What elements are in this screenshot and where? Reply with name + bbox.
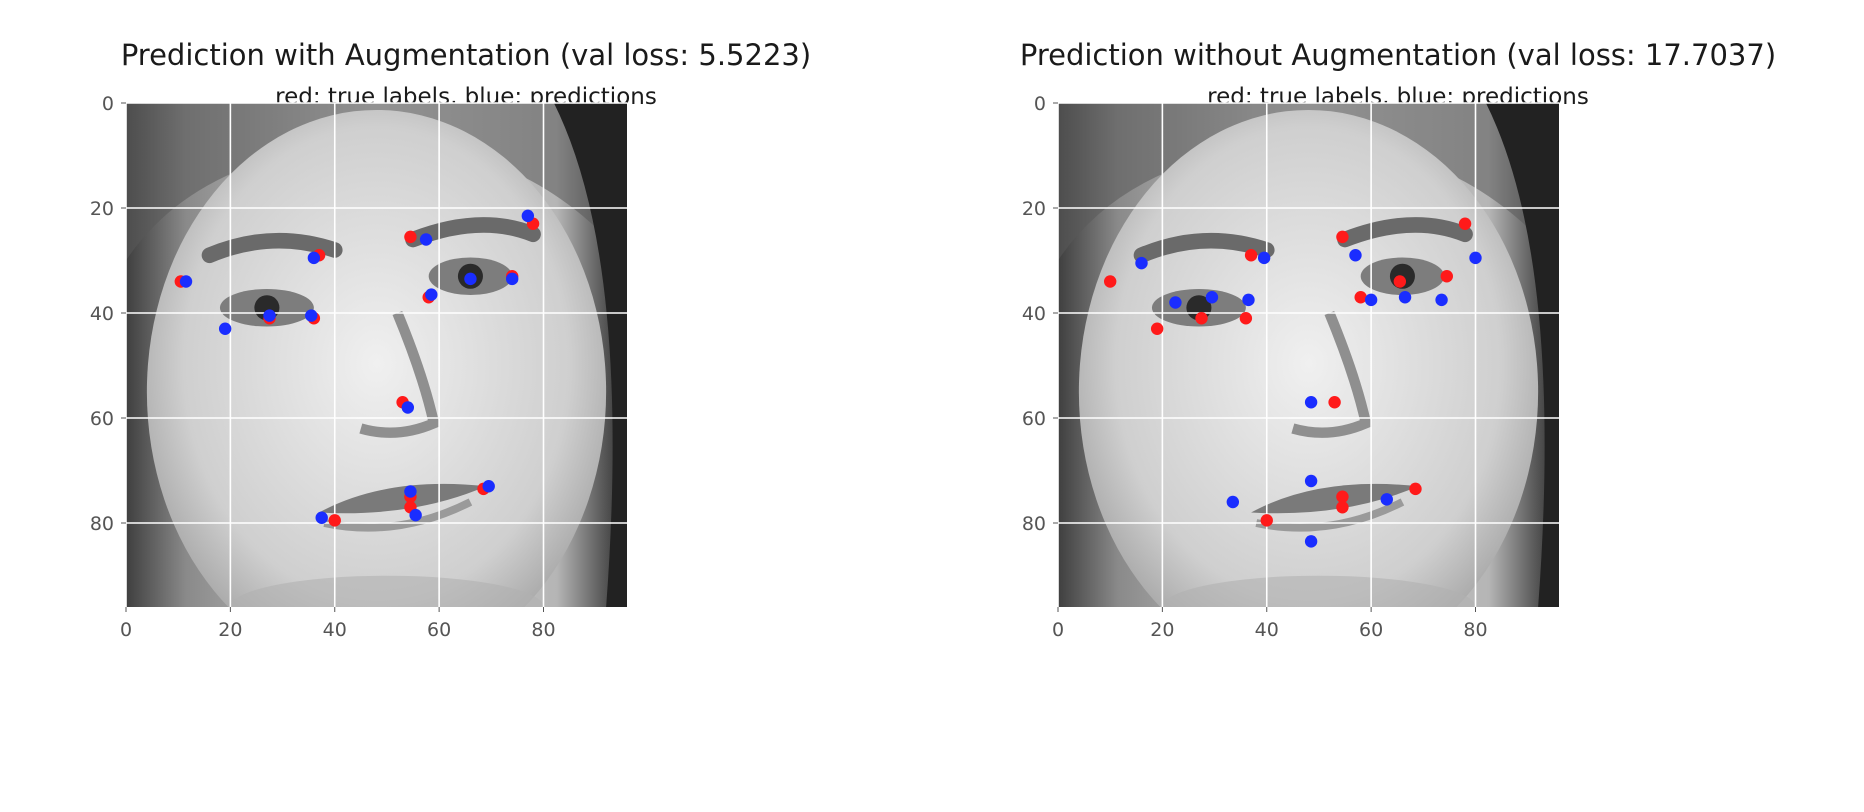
true-label-point	[1260, 514, 1273, 527]
y-tick-label: 0	[102, 93, 114, 115]
prediction-point	[263, 309, 276, 322]
series-true-labels	[1103, 217, 1472, 527]
prediction-point	[404, 485, 417, 498]
y-tick-label: 40	[90, 303, 114, 325]
x-tick-label: 20	[1150, 619, 1174, 641]
face-image	[126, 103, 627, 607]
prediction-point	[1304, 396, 1318, 409]
chart-title: Prediction without Augmentation (val los…	[1019, 38, 1777, 72]
true-label-point	[1393, 275, 1407, 288]
prediction-point	[1226, 495, 1240, 509]
x-tick-label: 80	[1463, 619, 1487, 641]
prediction-point	[315, 511, 328, 524]
prediction-point	[1205, 291, 1219, 304]
grid-lines	[1057, 102, 1559, 607]
face-image	[1058, 103, 1559, 607]
y-tick-label: 80	[1022, 513, 1046, 535]
true-label-point	[1336, 501, 1349, 514]
true-label-point	[1354, 291, 1367, 304]
y-tick-label: 0	[1034, 93, 1046, 115]
x-tick-label: 80	[531, 619, 555, 641]
true-label-point	[1244, 249, 1258, 262]
true-label-point	[1336, 230, 1349, 244]
prediction-point	[1304, 535, 1318, 548]
prediction-point	[425, 288, 438, 301]
true-label-point	[404, 230, 417, 244]
true-label-point	[1440, 270, 1453, 283]
x-tick-label: 40	[1255, 619, 1279, 641]
prediction-point	[1435, 293, 1448, 307]
y-tick-label: 60	[90, 408, 114, 430]
prediction-point	[179, 275, 193, 288]
scatter-plot-augmented: 0 20 40 60 80 0 20 40 60 80	[90, 93, 627, 641]
prediction-point	[1469, 251, 1482, 265]
prediction-point	[482, 480, 495, 493]
chart-panel-no-augmentation: Prediction without Augmentation (val los…	[932, 0, 1864, 812]
y-tick-label: 20	[90, 198, 114, 220]
x-tick-label: 0	[120, 619, 132, 641]
true-label-point	[328, 514, 341, 527]
prediction-point	[1304, 474, 1318, 488]
y-tick-label: 80	[90, 513, 114, 535]
series-predictions	[1135, 249, 1482, 548]
prediction-point	[464, 272, 477, 286]
x-tick-label: 60	[1359, 619, 1383, 641]
chart-panel-augmented: Prediction with Augmentation (val loss: …	[90, 38, 812, 641]
true-label-point	[1239, 312, 1253, 325]
prediction-point	[1349, 249, 1362, 262]
true-label-point	[1103, 275, 1117, 288]
true-label-point	[1336, 490, 1349, 503]
prediction-point	[409, 508, 422, 522]
chart-title: Prediction with Augmentation (val loss: …	[120, 38, 812, 72]
prediction-point	[1135, 256, 1148, 270]
x-tick-label: 0	[1052, 619, 1064, 641]
y-tick-label: 20	[1022, 198, 1046, 220]
prediction-point	[218, 322, 232, 335]
y-tick-label: 60	[1022, 408, 1046, 430]
true-label-point	[1328, 396, 1341, 409]
prediction-point	[1380, 493, 1393, 506]
true-label-point	[1195, 312, 1208, 325]
prediction-point	[419, 233, 433, 246]
prediction-point	[1257, 251, 1271, 265]
series-predictions	[179, 209, 535, 524]
true-label-point	[1150, 322, 1164, 335]
prediction-point	[307, 251, 321, 265]
axes: 0 20 40 60 80 0 20 40 60 80	[1022, 93, 1488, 641]
prediction-point	[1398, 291, 1412, 304]
x-tick-label: 40	[323, 619, 347, 641]
prediction-point	[1242, 293, 1255, 307]
y-tick-label: 40	[1022, 303, 1046, 325]
prediction-point	[305, 309, 318, 322]
x-tick-label: 60	[427, 619, 451, 641]
prediction-point	[521, 209, 535, 223]
prediction-point	[1364, 293, 1378, 307]
true-label-point	[1458, 217, 1472, 230]
prediction-point	[401, 401, 415, 414]
x-tick-label: 20	[218, 619, 242, 641]
scatter-plot-no-augmentation: 0 20 40 60 80 0 20 40 60 80	[1022, 93, 1559, 641]
prediction-point	[1169, 296, 1182, 309]
axes: 0 20 40 60 80 0 20 40 60 80	[90, 93, 556, 641]
prediction-point	[505, 272, 519, 286]
true-label-point	[1409, 482, 1422, 496]
